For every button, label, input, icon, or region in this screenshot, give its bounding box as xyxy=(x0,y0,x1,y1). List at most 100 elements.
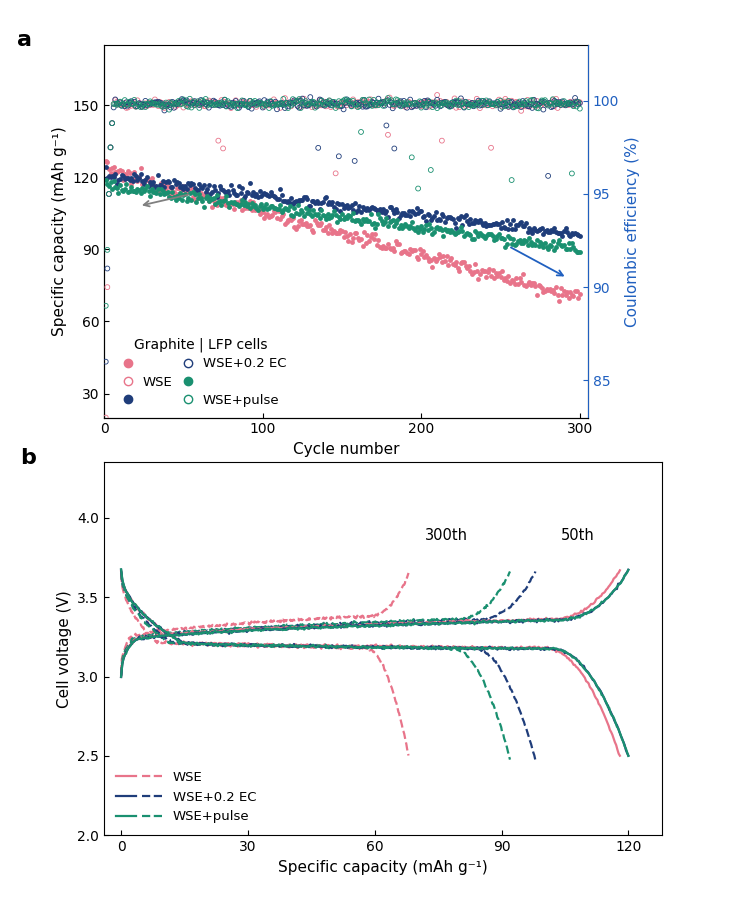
Point xyxy=(562,291,574,305)
Point xyxy=(306,223,318,237)
Point xyxy=(425,96,437,110)
Point xyxy=(485,218,497,233)
Point xyxy=(146,177,158,191)
Point xyxy=(356,100,368,114)
Point xyxy=(458,100,470,114)
Point xyxy=(484,226,496,241)
Point xyxy=(414,94,426,109)
Point xyxy=(257,202,269,216)
Point xyxy=(106,116,118,130)
Point xyxy=(298,98,310,112)
Point xyxy=(554,225,565,240)
Point xyxy=(545,100,557,114)
Point xyxy=(571,284,583,298)
Point xyxy=(317,97,329,111)
Point xyxy=(347,92,359,107)
Point xyxy=(453,100,465,114)
Point xyxy=(178,181,190,196)
Point xyxy=(128,166,140,180)
Point xyxy=(534,96,546,110)
Point xyxy=(360,212,372,226)
Point xyxy=(125,99,137,113)
Point xyxy=(155,96,167,110)
Point xyxy=(492,217,504,232)
Point xyxy=(482,265,494,279)
Point xyxy=(374,202,386,216)
Point xyxy=(141,179,153,193)
Point xyxy=(350,96,362,110)
Point xyxy=(434,221,446,235)
Point xyxy=(241,185,253,199)
Point xyxy=(314,97,326,111)
Point xyxy=(442,98,454,112)
Point xyxy=(266,95,278,110)
Point xyxy=(507,98,519,112)
Point xyxy=(199,97,211,111)
Point xyxy=(143,179,155,193)
Point xyxy=(208,93,219,108)
Point xyxy=(404,96,416,110)
Point xyxy=(571,100,583,114)
Point xyxy=(154,178,166,192)
Point xyxy=(269,96,281,110)
Point xyxy=(112,173,124,188)
Point xyxy=(434,99,446,113)
Point xyxy=(135,100,147,114)
Point xyxy=(260,197,272,211)
Point xyxy=(384,94,396,109)
Point xyxy=(368,216,379,230)
Point xyxy=(228,185,240,199)
Point xyxy=(160,97,172,111)
Point xyxy=(125,172,137,186)
Point xyxy=(128,164,140,179)
Point xyxy=(167,180,179,194)
Point xyxy=(130,169,142,183)
Point xyxy=(212,96,224,110)
Point xyxy=(271,97,283,111)
Point xyxy=(115,183,127,198)
Point xyxy=(258,100,270,114)
Point xyxy=(122,101,134,115)
Point xyxy=(353,99,365,113)
Point xyxy=(371,98,383,112)
Point xyxy=(222,184,234,198)
Point xyxy=(404,92,416,107)
Point xyxy=(345,198,357,212)
Point xyxy=(487,99,498,113)
Point xyxy=(499,92,511,106)
Point xyxy=(477,264,489,278)
Point xyxy=(181,184,193,198)
Point xyxy=(293,207,305,221)
Point xyxy=(369,99,381,113)
Point xyxy=(338,102,350,117)
Point xyxy=(442,209,454,224)
Point xyxy=(552,288,564,303)
Point xyxy=(283,198,295,213)
Point xyxy=(138,98,150,112)
Point xyxy=(254,96,266,110)
Point xyxy=(136,180,148,195)
Point xyxy=(542,283,554,297)
Point xyxy=(569,91,581,105)
Point xyxy=(481,269,493,284)
Point xyxy=(423,254,435,269)
Point xyxy=(495,93,507,108)
Point xyxy=(317,208,329,223)
Point xyxy=(265,185,277,199)
Point xyxy=(208,179,219,193)
Point xyxy=(216,198,228,213)
Point xyxy=(533,239,545,253)
Point xyxy=(163,98,175,112)
Point xyxy=(382,128,394,142)
Point xyxy=(184,96,196,110)
Point xyxy=(300,94,312,109)
Point xyxy=(453,212,465,226)
Point xyxy=(262,97,274,111)
Point xyxy=(405,244,417,259)
Point xyxy=(557,239,568,253)
Point xyxy=(135,167,147,181)
Point xyxy=(292,99,304,113)
Point xyxy=(163,175,175,189)
Point xyxy=(160,95,172,110)
Point xyxy=(395,245,407,260)
